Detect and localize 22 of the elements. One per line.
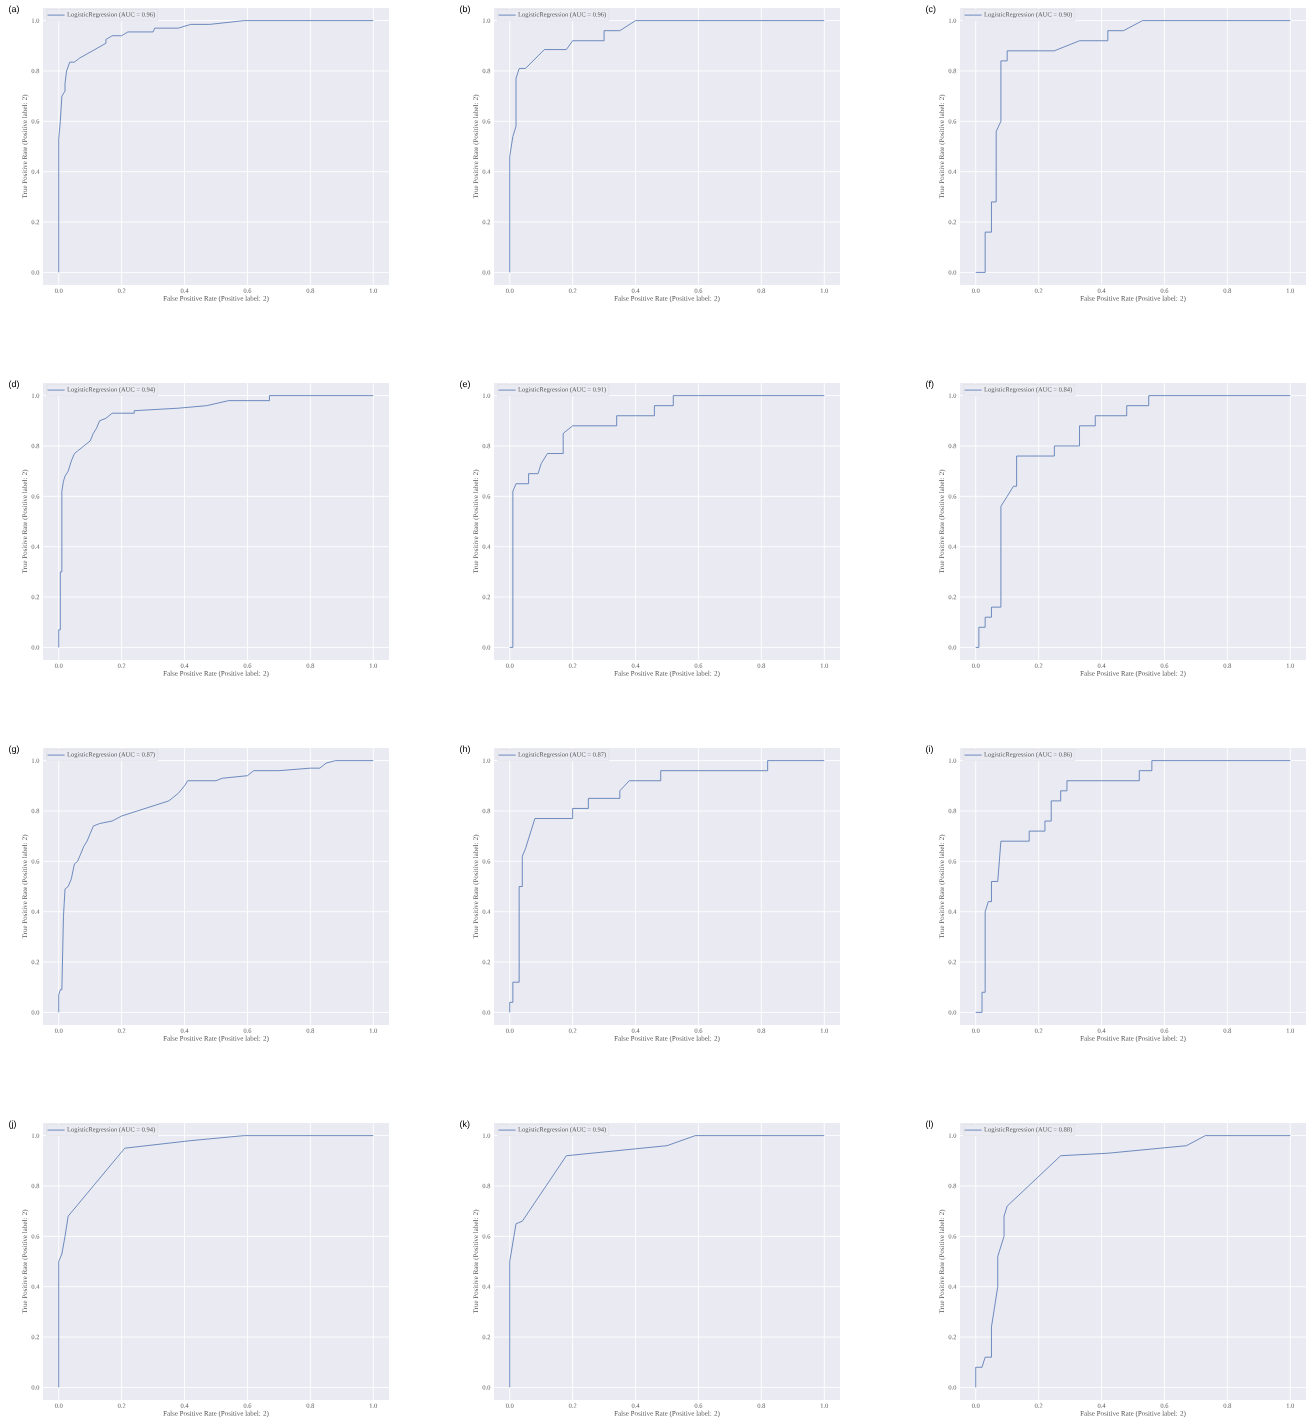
chart-title: (a)	[9, 5, 19, 14]
chart-title: (i)	[926, 745, 933, 754]
chart-title: (e)	[460, 380, 470, 389]
chart-title: (g)	[9, 745, 19, 754]
line-series	[975, 760, 1291, 1013]
line-series	[509, 395, 825, 648]
line-series	[58, 20, 374, 273]
line-series	[975, 20, 1291, 273]
chart-title: (f)	[926, 380, 934, 389]
line-series	[975, 395, 1291, 648]
line-series	[509, 1135, 825, 1388]
chart-title: (l)	[926, 1120, 933, 1129]
chart-title: (c)	[926, 5, 936, 14]
chart-title: (j)	[9, 1120, 16, 1129]
chart-title: (h)	[460, 745, 470, 754]
chart-title: (k)	[460, 1120, 470, 1129]
line-series	[58, 760, 374, 1013]
chart-title: (b)	[460, 5, 470, 14]
line-series	[509, 20, 825, 273]
line-series	[58, 395, 374, 648]
chart-title: (d)	[9, 380, 19, 389]
line-series	[58, 1135, 374, 1388]
